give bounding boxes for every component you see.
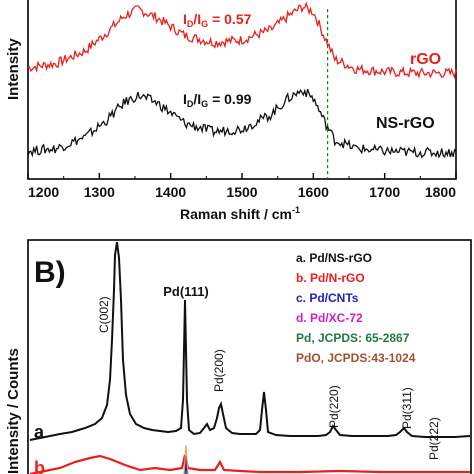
panel-a-raman-chart: 1200 1300 1400 1500 1600 1700 1800 ID/IG = 0.5… (5, 0, 457, 222)
x-tick-label: 1800 (425, 184, 456, 200)
trace-b-orange-mark (183, 444, 189, 474)
x-tick-label: 1200 (28, 184, 59, 200)
panel-b-legend: a. Pd/NS-rGO b. Pd/N-rGO c. Pd/CNTs d. P… (296, 251, 416, 365)
peak-label-c002: C(002) (97, 296, 111, 333)
trace-label-b: b (34, 458, 45, 474)
legend-item-b: b. Pd/N-rGO (296, 271, 365, 285)
raman-curve-ns-rgo (27, 88, 457, 159)
panel-b-traces (29, 241, 471, 474)
x-tick-label: 1500 (226, 184, 257, 200)
legend-item-d: d. Pd/XC-72 (296, 311, 363, 325)
legend-item-pdo-jcpds: PdO, JCPDS:43-1024 (296, 351, 416, 365)
peak-label-pd311: Pd(311) (400, 387, 414, 429)
x-tick-label: 1600 (298, 184, 329, 200)
series-label-ns-rgo: NS-rGO (376, 115, 435, 132)
x-tick-label: 1400 (155, 184, 186, 200)
legend-item-c: c. Pd/CNTs (296, 291, 359, 305)
trace-b-blue-mark (184, 455, 188, 474)
trace-label-a: a (34, 422, 45, 442)
x-tick-label: 1700 (369, 184, 400, 200)
peak-label-pd111: Pd(111) (163, 284, 209, 299)
panel-b-xrd-chart: B) C(002) Pd(111) Pd(200) Pd(220) Pd(311… (5, 239, 472, 474)
raman-curve-rgo (27, 1, 457, 80)
legend-item-pd-jcpds: Pd, JCPDS: 65-2867 (296, 331, 410, 345)
x-tick-label: 1300 (84, 184, 115, 200)
panel-a-x-ticks: 1200 1300 1400 1500 1600 1700 1800 (27, 173, 457, 200)
trace-b-curve (29, 454, 470, 474)
panel-b-label: B) (34, 256, 66, 289)
id-ig-ratio-top: ID/IG = 0.57 (183, 11, 252, 29)
series-label-rgo: rGO (410, 51, 441, 68)
legend-item-a: a. Pd/NS-rGO (296, 251, 372, 265)
panel-b-y-axis-label: Intensity / Counts (5, 348, 22, 474)
peak-label-pd220: Pd(220) (327, 385, 341, 428)
id-ig-ratio-bottom: ID/IG = 0.99 (183, 91, 252, 109)
trace-a-curve (29, 241, 471, 441)
panel-b-plot-frame (27, 239, 472, 474)
panel-a-y-axis-label: Intensity (5, 38, 22, 100)
peak-label-pd200: Pd(200) (212, 349, 226, 392)
panel-a-x-axis-label: Raman shift / cm-1 (180, 205, 300, 222)
peak-label-pd222: Pd(222) (427, 417, 441, 460)
panel-a-curves (27, 1, 457, 159)
